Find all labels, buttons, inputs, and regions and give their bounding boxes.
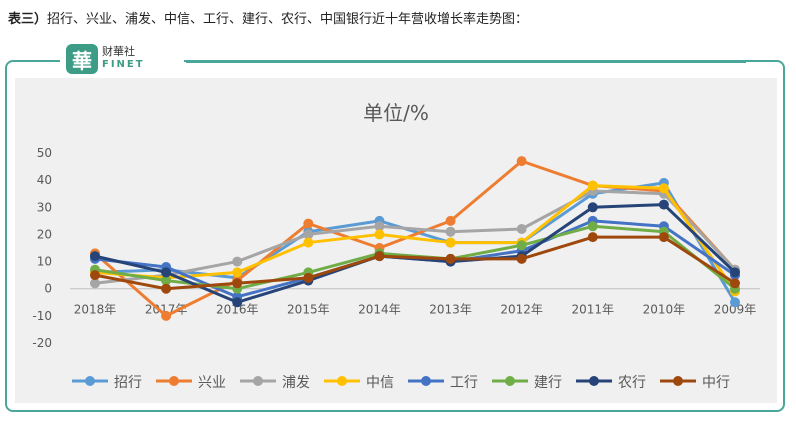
frame-rule: [186, 61, 746, 63]
legend-swatch-marker: [589, 376, 599, 386]
data-point: [232, 278, 243, 289]
legend-label: 建行: [534, 375, 562, 391]
data-point: [303, 237, 314, 248]
x-tick-label: 2009年: [714, 303, 757, 317]
data-point: [516, 156, 527, 167]
y-tick-label: 0: [44, 282, 52, 296]
data-point: [161, 310, 172, 321]
y-tick-label: 40: [37, 173, 52, 187]
data-point: [516, 240, 527, 251]
legend-swatch-marker: [85, 376, 95, 386]
x-tick-label: 2016年: [216, 303, 259, 317]
data-point: [516, 253, 527, 264]
data-point: [730, 297, 740, 308]
series-line: [94, 189, 737, 285]
data-point: [445, 226, 456, 237]
data-point: [445, 237, 456, 248]
x-tick-label: 2010年: [643, 303, 686, 317]
data-point: [730, 267, 740, 278]
legend-label: 农行: [618, 375, 646, 391]
data-point: [232, 297, 243, 308]
data-point: [232, 256, 243, 267]
data-point: [374, 251, 385, 262]
legend-label: 招行: [114, 375, 142, 391]
data-point: [587, 202, 598, 213]
y-tick-label: 20: [37, 227, 52, 241]
x-tick-label: 2011年: [572, 303, 615, 317]
data-point: [445, 253, 456, 264]
legend-label: 浦发: [282, 375, 310, 391]
y-tick-label: 50: [37, 146, 52, 160]
legend-swatch-marker: [673, 376, 683, 386]
legend-label: 中信: [366, 375, 394, 391]
data-point: [587, 221, 598, 232]
data-point: [161, 267, 172, 278]
y-tick-label: -10: [32, 309, 52, 323]
data-point: [445, 215, 456, 226]
data-point: [90, 278, 100, 289]
figure-heading: 表三）招行、兴业、浦发、中信、工行、建行、农行、中国银行近十年营收增长率走势图：: [8, 8, 528, 27]
chart-title: 单位/%: [363, 101, 429, 125]
finet-logo: 華 财華社 FINET: [60, 42, 184, 76]
legend-item: 中行: [660, 375, 730, 391]
data-point: [303, 229, 314, 240]
data-point: [303, 218, 314, 229]
data-point: [658, 199, 669, 210]
data-point: [90, 251, 100, 262]
x-tick-label: 2015年: [287, 303, 330, 317]
series-7: [90, 199, 740, 308]
data-point: [232, 267, 243, 278]
data-point: [161, 275, 172, 286]
legend-item: 招行: [72, 375, 142, 391]
legend-item: 浦发: [240, 375, 310, 391]
series-layer: [90, 156, 740, 321]
x-tick-label: 2014年: [358, 303, 401, 317]
finet-logo-mark: 華: [66, 44, 98, 74]
legend-swatch-marker: [421, 376, 431, 386]
series-8: [90, 232, 740, 294]
finet-logo-name: 财華社: [102, 45, 135, 58]
legend: 招行 兴业 浦发 中信 工行 建行 农行 中行: [72, 375, 730, 391]
data-point: [516, 224, 527, 234]
legend-item: 中信: [324, 375, 394, 391]
data-point: [303, 272, 314, 283]
series-line: [94, 235, 736, 291]
y-tick-label: 10: [37, 255, 52, 269]
legend-swatch-marker: [337, 376, 347, 386]
x-tick-label: 2018年: [74, 303, 117, 317]
data-point: [658, 232, 669, 243]
legend-item: 建行: [492, 375, 562, 391]
legend-label: 兴业: [198, 375, 226, 391]
legend-swatch-marker: [169, 376, 179, 386]
legend-label: 中行: [702, 375, 730, 391]
legend-item: 农行: [576, 375, 646, 391]
legend-swatch-marker: [505, 376, 515, 386]
data-point: [90, 270, 100, 281]
legend-swatch-marker: [253, 376, 263, 386]
data-point: [374, 221, 385, 232]
series-line: [94, 184, 737, 293]
legend-label: 工行: [450, 375, 478, 391]
data-point: [730, 278, 740, 289]
legend-item: 工行: [408, 375, 478, 391]
data-point: [374, 229, 385, 240]
heading-lead: 表三）: [8, 12, 48, 27]
finet-logo-sub: FINET: [102, 59, 145, 70]
x-tick-label: 2012年: [500, 303, 543, 317]
data-point: [587, 232, 598, 243]
x-tick-label: 2013年: [429, 303, 472, 317]
data-point: [658, 183, 669, 194]
legend-item: 兴业: [156, 375, 226, 391]
data-point: [161, 283, 172, 294]
data-point: [587, 180, 598, 191]
y-tick-label: -20: [32, 336, 52, 350]
y-tick-label: 30: [37, 200, 52, 214]
heading-text: 招行、兴业、浦发、中信、工行、建行、农行、中国银行近十年营收增长率走势图：: [47, 12, 529, 27]
